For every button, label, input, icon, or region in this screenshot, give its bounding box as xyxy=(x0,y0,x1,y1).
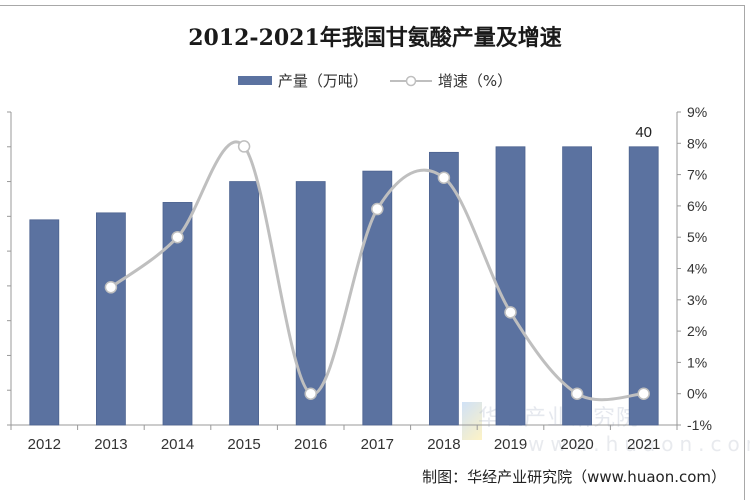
right-axis-label: 9% xyxy=(687,104,707,120)
growth-rate-marker xyxy=(371,202,384,216)
growth-rate-line xyxy=(109,140,646,402)
right-axis-label: 5% xyxy=(687,229,707,245)
chart-title: 2012-2021年我国甘氨酸产量及增速 xyxy=(188,25,562,51)
legend-label-growth: 增速（%） xyxy=(437,72,513,90)
bar-2016 xyxy=(295,181,326,426)
growth-rate-marker xyxy=(237,140,251,153)
x-axis-label: 2021 xyxy=(627,436,660,453)
x-axis-label: 2012 xyxy=(28,436,61,453)
watermark-url: www.huaon.com xyxy=(528,432,750,456)
bar-swatch-icon xyxy=(237,76,272,85)
bar-2013 xyxy=(96,212,126,426)
watermark-logo-icon xyxy=(462,402,482,440)
growth-rate-marker xyxy=(637,387,650,400)
growth-rate-marker xyxy=(104,281,118,294)
bar-2019 xyxy=(495,146,526,426)
right-axis-label: 4% xyxy=(687,261,707,277)
bar-2020 xyxy=(562,146,592,426)
frame-top-border xyxy=(0,5,745,6)
chart-legend: 产量（万吨） 增速（%） xyxy=(0,70,750,91)
growth-rate-marker xyxy=(570,387,584,400)
right-axis-label: 0% xyxy=(687,386,707,402)
bar-2018 xyxy=(428,151,459,426)
x-axis-label: 2018 xyxy=(427,436,460,453)
right-axis-label: 8% xyxy=(687,135,707,151)
bar-2015 xyxy=(229,181,260,426)
growth-rate-marker xyxy=(304,387,317,400)
growth-rate-marker xyxy=(171,230,184,244)
x-axis-label: 2013 xyxy=(94,436,127,453)
right-axis-label: 3% xyxy=(687,292,707,308)
right-axis-label: 1% xyxy=(687,354,707,370)
bar-2021 xyxy=(628,146,659,426)
line-marker-swatch-icon xyxy=(389,75,432,86)
legend-item-production: 产量（万吨） xyxy=(237,70,368,91)
x-axis-label: 2020 xyxy=(560,436,593,453)
legend-label-production: 产量（万吨） xyxy=(277,72,368,90)
x-axis-label: 2015 xyxy=(227,436,260,453)
growth-rate-marker xyxy=(504,306,517,319)
source-credit: 制图：华经产业研究院（www.huaon.com） xyxy=(422,468,726,486)
legend-item-growth: 增速（%） xyxy=(389,70,513,91)
x-axis-label: 2014 xyxy=(161,436,194,453)
x-axis-label: 2019 xyxy=(494,436,527,453)
right-axis-label: 7% xyxy=(687,167,707,183)
bar-2012 xyxy=(29,219,60,426)
growth-rate-marker xyxy=(437,171,451,184)
bar-data-label: 40 xyxy=(635,124,652,141)
x-axis-label: 2017 xyxy=(361,436,394,453)
frame-right-border xyxy=(744,5,745,500)
right-axis-label: 2% xyxy=(687,323,707,339)
right-axis-label: 6% xyxy=(687,198,707,214)
x-axis-label: 2016 xyxy=(294,436,327,453)
right-axis-label: -1% xyxy=(687,417,712,433)
